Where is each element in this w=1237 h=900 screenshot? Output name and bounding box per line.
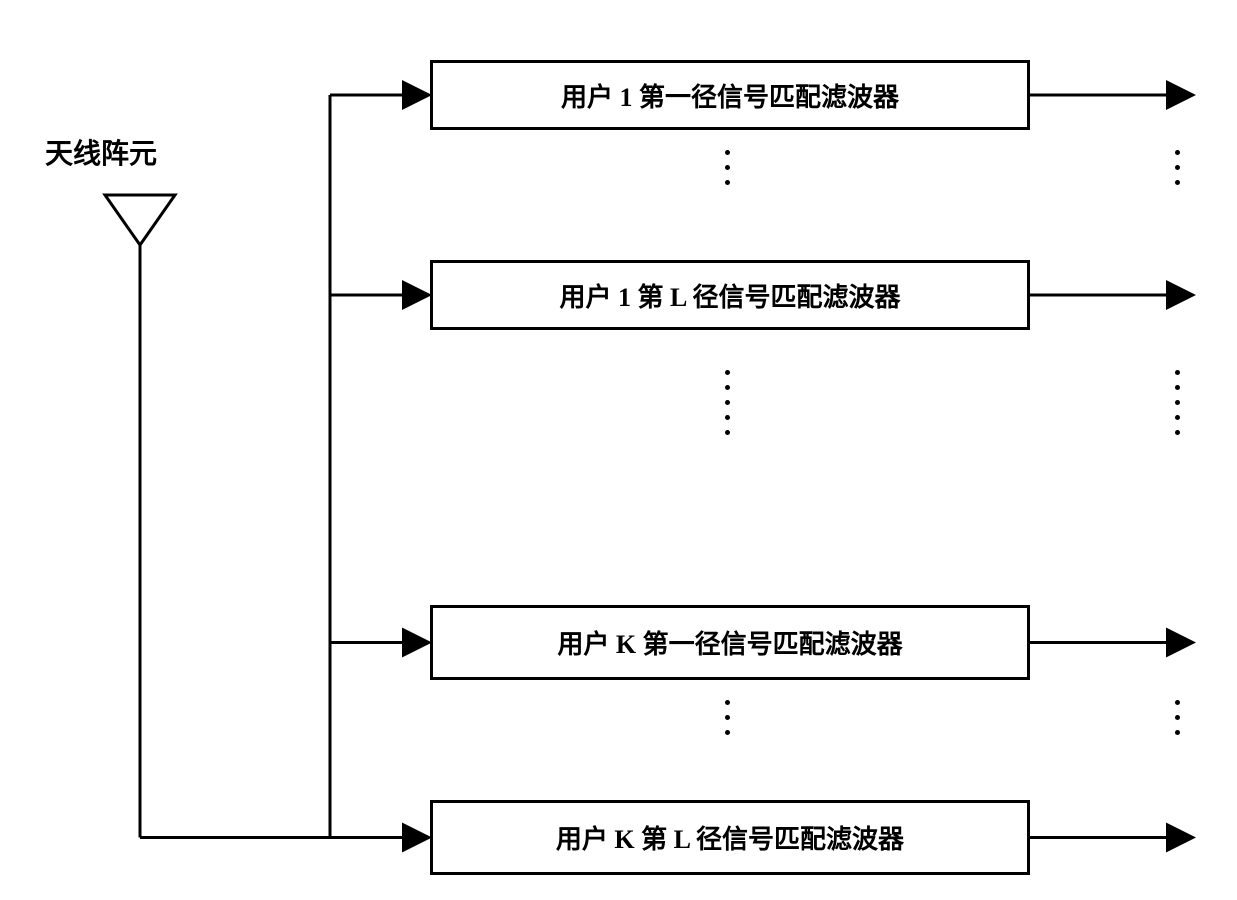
ellipsis-dots-4	[725, 700, 730, 735]
ellipsis-dots-0	[725, 150, 730, 185]
filter-box-1: 用户 1 第 L 径信号匹配滤波器	[430, 260, 1030, 330]
ellipsis-dots-2	[725, 370, 730, 435]
filter-box-3: 用户 K 第 L 径信号匹配滤波器	[430, 800, 1030, 875]
antenna-label: 天线阵元	[45, 132, 157, 172]
filter-box-2: 用户 K 第一径信号匹配滤波器	[430, 605, 1030, 680]
ellipsis-dots-1	[1175, 150, 1180, 185]
ellipsis-dots-5	[1175, 700, 1180, 735]
ellipsis-dots-3	[1175, 370, 1180, 435]
filter-box-0: 用户 1 第一径信号匹配滤波器	[430, 60, 1030, 130]
wiring-svg	[0, 0, 1237, 900]
block-diagram: 天线阵元 用户 1 第一径信号匹配滤波器用户 1 第 L 径信号匹配滤波器用户 …	[0, 0, 1237, 900]
